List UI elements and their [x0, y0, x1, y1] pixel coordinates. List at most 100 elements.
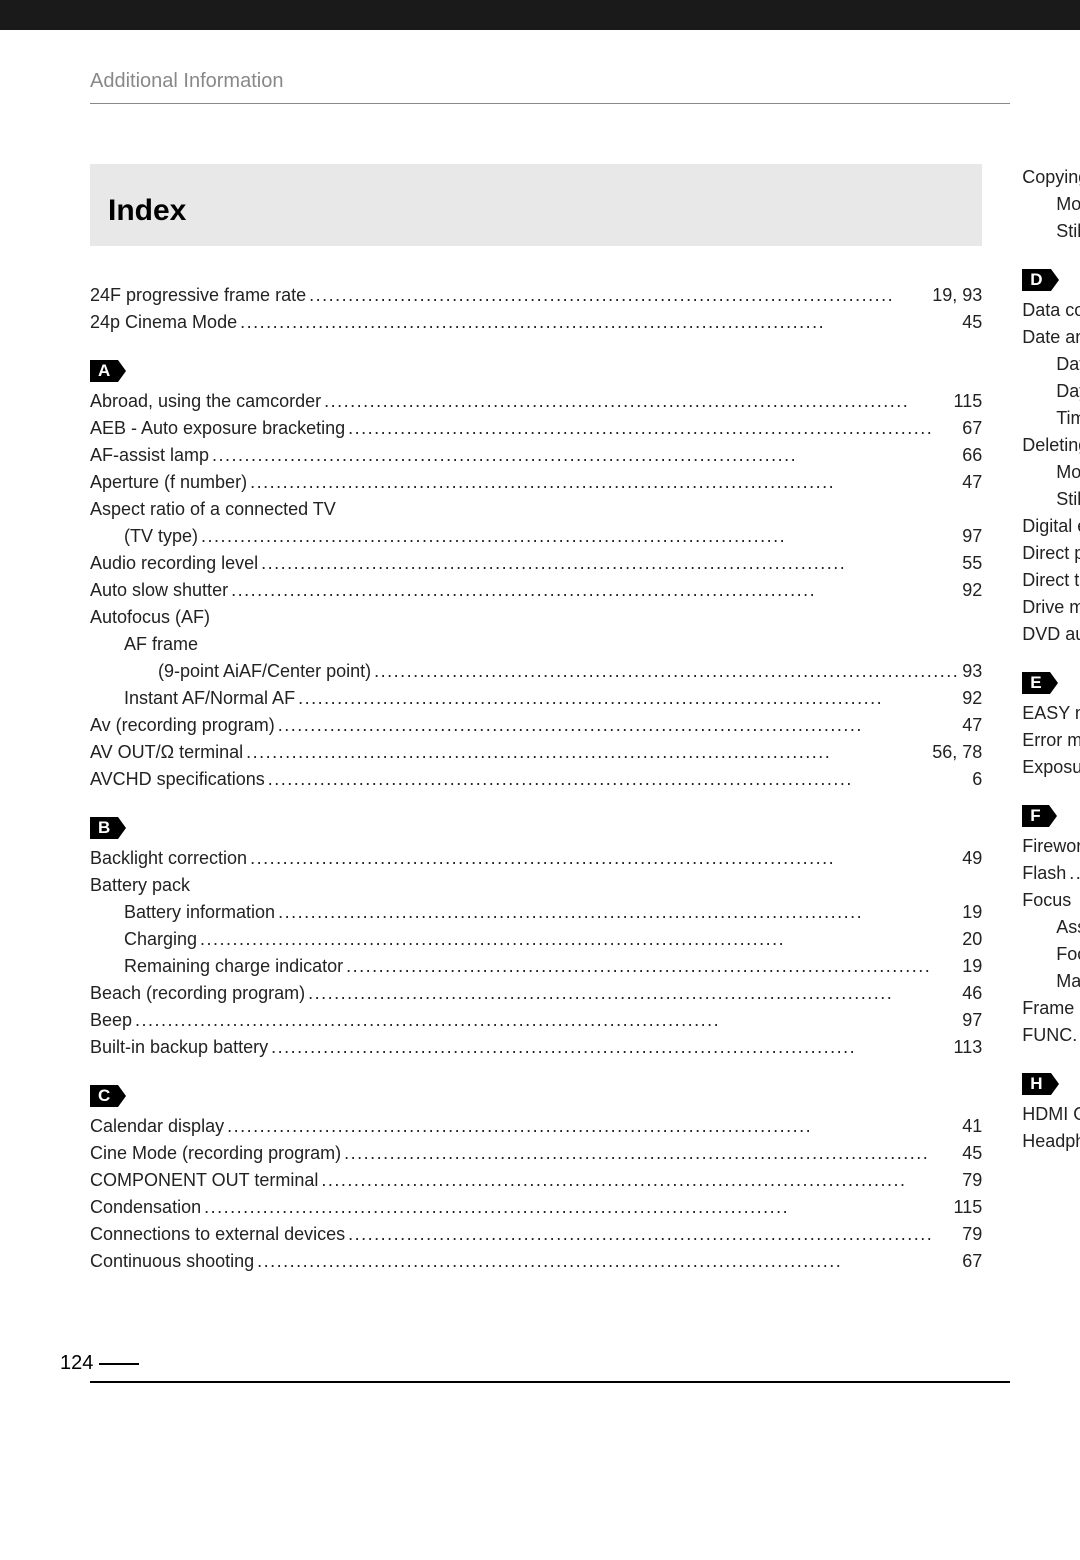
entry-page: 45	[962, 1140, 982, 1167]
index-entry: Still images63, 65	[1022, 486, 1080, 513]
index-entry: Built-in backup battery 113	[90, 1034, 982, 1061]
leader-dots	[275, 712, 962, 739]
entry-label: Manual	[1056, 968, 1080, 995]
entry-label: COMPONENT OUT terminal	[90, 1167, 318, 1194]
leader-dots	[321, 388, 953, 415]
entry-page: 79	[962, 1167, 982, 1194]
entry-label: Daylight saving time	[1056, 378, 1080, 405]
leader-dots	[341, 1140, 962, 1167]
entry-label: Built-in backup battery	[90, 1034, 268, 1061]
index-entry: Still images70	[1022, 218, 1080, 245]
entry-page: 93	[962, 658, 982, 685]
entry-label: Drive mode	[1022, 594, 1080, 621]
entry-label: Focus	[1022, 887, 1071, 914]
top-black-bar	[0, 0, 1080, 30]
index-entry: (9-point AiAF/Center point) 93	[90, 658, 982, 685]
leader-dots	[224, 1113, 962, 1140]
index-entry: Date format98	[1022, 351, 1080, 378]
entry-page: 79	[962, 1221, 982, 1248]
entry-label: Data code	[1022, 297, 1080, 324]
index-entry: Error messages103	[1022, 727, 1080, 754]
entry-label: Beach (recording program)	[90, 980, 305, 1007]
index-entry: Cine Mode (recording program) 45	[90, 1140, 982, 1167]
entry-label: Aperture (f number)	[90, 469, 247, 496]
index-entry: Battery information19	[90, 899, 982, 926]
index-entry: Copying*	[1022, 164, 1080, 191]
index-entry: Calendar display 41	[90, 1113, 982, 1140]
entry-label: Frame rate	[1022, 995, 1080, 1022]
index-entry: Exposure49	[1022, 754, 1080, 781]
entry-label: Instant AF/Normal AF	[124, 685, 295, 712]
entry-page: 41	[962, 1113, 982, 1140]
entry-label: Calendar display	[90, 1113, 224, 1140]
entry-label: AF frame	[124, 631, 198, 658]
entry-label: Cine Mode (recording program)	[90, 1140, 341, 1167]
leader-dots	[318, 1167, 962, 1194]
index-entry: Aperture (f number)47	[90, 469, 982, 496]
index-entry: Condensation115	[90, 1194, 982, 1221]
page-footer: 124	[90, 1375, 1010, 1383]
index-entry: FUNC. menu28, 90	[1022, 1022, 1080, 1049]
entry-label: Auto slow shutter	[90, 577, 228, 604]
entry-label: Aspect ratio of a connected TV	[90, 496, 336, 523]
section-letter-B: B	[90, 817, 118, 839]
entry-label: 24F progressive frame rate	[90, 282, 306, 309]
index-entry: Focus priority93	[1022, 941, 1080, 968]
page-container: Additional Information Index 24F progres…	[0, 30, 1080, 1413]
leader-dots	[209, 442, 962, 469]
index-entry: AF-assist lamp66	[90, 442, 982, 469]
entry-page: 113	[954, 1034, 983, 1061]
footnote: * HF10 only.	[1022, 1209, 1080, 1229]
leader-dots	[237, 309, 962, 336]
index-entry: Instant AF/Normal AF92	[90, 685, 982, 712]
entry-label: Beep	[90, 1007, 132, 1034]
leader-dots	[265, 766, 972, 793]
entry-page: 46	[962, 980, 982, 1007]
index-entry: Headphones56	[1022, 1128, 1080, 1155]
entry-label: Still images	[1056, 218, 1080, 245]
index-entry: Flash66	[1022, 860, 1080, 887]
index-entry: Focus	[1022, 887, 1080, 914]
leader-dots	[254, 1248, 962, 1275]
index-entry: COMPONENT OUT terminal 79	[90, 1167, 982, 1194]
section-letter-F: F	[1022, 805, 1048, 827]
entry-label: Connections to external devices	[90, 1221, 345, 1248]
index-entry: Backlight correction49	[90, 845, 982, 872]
index-entry: Auto slow shutter92	[90, 577, 982, 604]
entry-label: Direct transfer	[1022, 567, 1080, 594]
index-entry: Drive mode67	[1022, 594, 1080, 621]
entry-label: Fireworks (recording program)	[1022, 833, 1080, 860]
entry-label: Charging	[124, 926, 197, 953]
entry-label: Headphones	[1022, 1128, 1080, 1155]
leader-dots	[305, 980, 962, 1007]
leader-dots	[268, 1034, 953, 1061]
entry-label: Digital effects	[1022, 513, 1080, 540]
entry-label: (9-point AiAF/Center point)	[158, 658, 371, 685]
index-entry: 24p Cinema Mode45	[90, 309, 982, 336]
index-entry: Battery pack	[90, 872, 982, 899]
leader-dots	[306, 282, 932, 309]
entry-page: 49	[962, 845, 982, 872]
entry-label: Abroad, using the camcorder	[90, 388, 321, 415]
index-title: Index	[90, 164, 982, 246]
entry-page: 19	[962, 953, 982, 980]
entry-label: Flash	[1022, 860, 1066, 887]
left-column: Index 24F progressive frame rate19, 9324…	[90, 164, 982, 1275]
index-entry: AVCHD specifications6	[90, 766, 982, 793]
index-entry: Daylight saving time30	[1022, 378, 1080, 405]
leader-dots	[247, 469, 962, 496]
entry-label: DVD authoring	[1022, 621, 1080, 648]
entry-page: 19	[962, 899, 982, 926]
leader-dots	[228, 577, 962, 604]
section-letter-A: A	[90, 360, 118, 382]
entry-page: 66	[962, 442, 982, 469]
section-letter-E: E	[1022, 672, 1049, 694]
index-entry: AF frame	[90, 631, 982, 658]
index-entry: Time zone30	[1022, 405, 1080, 432]
entry-label: EASY mode	[1022, 700, 1080, 727]
entry-label: AVCHD specifications	[90, 766, 265, 793]
leader-dots	[201, 1194, 953, 1221]
entry-label: Focus priority	[1056, 941, 1080, 968]
leader-dots	[343, 953, 962, 980]
entry-label: Continuous shooting	[90, 1248, 254, 1275]
